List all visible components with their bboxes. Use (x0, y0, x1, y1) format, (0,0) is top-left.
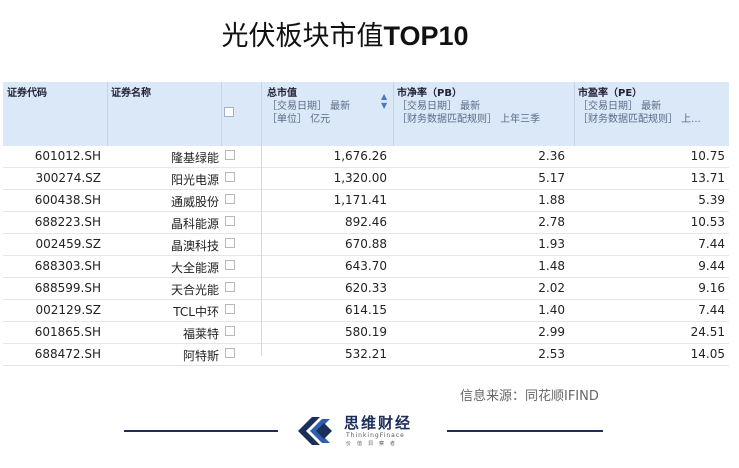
cell-market-value: 532.21 (345, 347, 387, 361)
cell-code: 002459.SZ (35, 237, 101, 251)
header-market-value[interactable]: 总市值 ［交易日期］ 最新 ［单位］ 亿元 (267, 88, 351, 125)
table-row[interactable]: 688223.SH 晶科能源 892.46 2.78 10.53 (3, 212, 729, 234)
cell-code: 688303.SH (34, 259, 101, 273)
page-title: 光伏板块市值TOP10 (0, 14, 690, 53)
cell-pb: 2.36 (538, 149, 565, 163)
cell-pb: 2.53 (538, 347, 565, 361)
source-note: 信息来源：同花顺IFIND (460, 389, 599, 404)
column-divider (261, 146, 262, 356)
cell-code: 688599.SH (34, 281, 101, 295)
cell-pe: 9.16 (698, 281, 725, 295)
cell-pb: 5.17 (538, 171, 565, 185)
brand-slogan: 价值洞察者 (346, 441, 402, 447)
cell-code: 600438.SH (34, 193, 101, 207)
cell-pe: 7.44 (698, 303, 725, 317)
table-row[interactable]: 002459.SZ 晶澳科技 670.88 1.93 7.44 (3, 234, 729, 256)
header-divider (107, 82, 108, 146)
divider-line-right (447, 430, 603, 432)
cell-pe: 10.75 (690, 149, 725, 163)
table-row[interactable]: 601865.SH 福莱特 580.19 2.99 24.51 (3, 322, 729, 344)
brand-logo-icon (298, 417, 332, 445)
row-checkbox[interactable] (225, 194, 235, 204)
cell-code: 688472.SH (34, 347, 101, 361)
cell-name: 阳光电源 (170, 173, 219, 187)
table-row[interactable]: 688472.SH 阿特斯 532.21 2.53 14.05 (3, 344, 729, 366)
cell-pb: 2.02 (538, 281, 565, 295)
table-header: 证券代码 证券名称 总市值 ［交易日期］ 最新 ［单位］ 亿元 ▲ ▼ 市净率（P… (3, 82, 729, 146)
cell-name: 福莱特 (182, 327, 219, 341)
table-row[interactable]: 688303.SH 大全能源 643.70 1.48 9.44 (3, 256, 729, 278)
cell-code: 601865.SH (34, 325, 101, 339)
table-row[interactable]: 688599.SH 天合光能 620.33 2.02 9.16 (3, 278, 729, 300)
divider-line-left (124, 430, 278, 432)
row-checkbox[interactable] (225, 282, 235, 292)
header-divider (221, 82, 222, 146)
cell-name: 天合光能 (170, 283, 219, 297)
row-checkbox[interactable] (225, 304, 235, 314)
brand-name: 思维财经 (344, 414, 413, 432)
header-name[interactable]: 证券名称 (111, 88, 151, 99)
cell-pe: 10.53 (690, 215, 725, 229)
cell-code: 601012.SH (34, 149, 101, 163)
cell-code: 002129.SZ (35, 303, 101, 317)
cell-code: 688223.SH (34, 215, 101, 229)
sort-desc-icon[interactable]: ▲ ▼ (381, 92, 388, 110)
cell-name: 隆基绿能 (170, 151, 219, 165)
row-checkbox[interactable] (225, 216, 235, 226)
cell-pb: 2.78 (538, 215, 565, 229)
cell-pb: 1.88 (538, 193, 565, 207)
cell-pb: 1.48 (538, 259, 565, 273)
cell-market-value: 1,320.00 (333, 171, 387, 185)
cell-pb: 1.40 (538, 303, 565, 317)
row-checkbox[interactable] (225, 238, 235, 248)
select-all-checkbox[interactable] (224, 107, 234, 117)
cell-code: 300274.SZ (35, 171, 101, 185)
row-checkbox[interactable] (225, 326, 235, 336)
cell-market-value: 1,171.41 (333, 193, 387, 207)
cell-pe: 14.05 (690, 347, 725, 361)
header-code[interactable]: 证券代码 (7, 88, 47, 99)
cell-name: TCL中环 (173, 305, 219, 319)
row-checkbox[interactable] (225, 172, 235, 182)
row-checkbox[interactable] (225, 150, 235, 160)
cell-name: 通威股份 (170, 195, 219, 209)
data-table: 证券代码 证券名称 总市值 ［交易日期］ 最新 ［单位］ 亿元 ▲ ▼ 市净率（P… (3, 82, 729, 366)
cell-pe: 9.44 (698, 259, 725, 273)
cell-name: 阿特斯 (182, 349, 219, 363)
cell-market-value: 892.46 (345, 215, 387, 229)
title-en: TOP10 (383, 21, 469, 51)
cell-pe: 7.44 (698, 237, 725, 251)
cell-pb: 2.99 (538, 325, 565, 339)
brand-english: ThinkingFinace (346, 432, 405, 439)
table-row[interactable]: 300274.SZ 阳光电源 1,320.00 5.17 13.71 (3, 168, 729, 190)
cell-market-value: 1,676.26 (333, 149, 387, 163)
cell-market-value: 580.19 (345, 325, 387, 339)
row-checkbox[interactable] (225, 348, 235, 358)
cell-market-value: 670.88 (345, 237, 387, 251)
cell-name: 大全能源 (170, 261, 219, 275)
header-pe[interactable]: 市盈率（PE） ［交易日期］ 最新 ［财务数据匹配规则］ 上... (578, 88, 701, 125)
header-pb[interactable]: 市净率（PB） ［交易日期］ 最新 ［财务数据匹配规则］ 上年三季 (397, 88, 541, 125)
table-row[interactable]: 601012.SH 隆基绿能 1,676.26 2.36 10.75 (3, 146, 729, 168)
header-divider (261, 82, 262, 146)
cell-pe: 13.71 (690, 171, 725, 185)
cell-pb: 1.93 (538, 237, 565, 251)
header-divider (393, 82, 394, 146)
cell-market-value: 620.33 (345, 281, 387, 295)
title-cn: 光伏板块市值 (221, 21, 384, 52)
cell-name: 晶澳科技 (170, 239, 219, 253)
cell-market-value: 643.70 (345, 259, 387, 273)
cell-market-value: 614.15 (345, 303, 387, 317)
cell-pe: 5.39 (698, 193, 725, 207)
header-divider (574, 82, 575, 146)
table-row[interactable]: 002129.SZ TCL中环 614.15 1.40 7.44 (3, 300, 729, 322)
cell-pe: 24.51 (690, 325, 725, 339)
row-checkbox[interactable] (225, 260, 235, 270)
cell-name: 晶科能源 (170, 217, 219, 231)
table-row[interactable]: 600438.SH 通威股份 1,171.41 1.88 5.39 (3, 190, 729, 212)
